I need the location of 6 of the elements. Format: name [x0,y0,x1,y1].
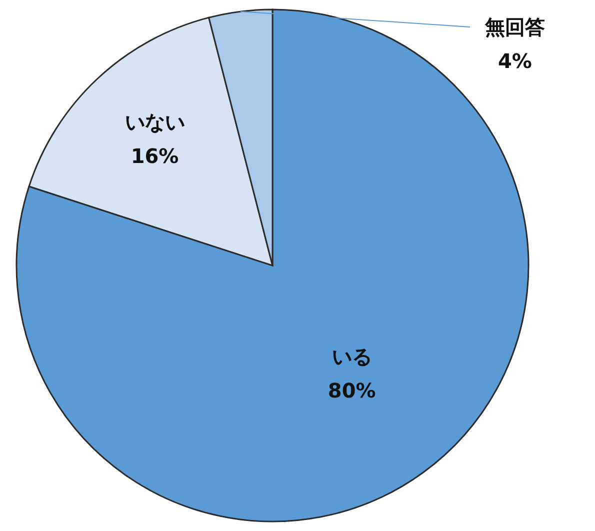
slice-label: 無回答 [484,15,545,39]
slice-label: いる [332,344,372,369]
data-label: 80% [328,378,376,403]
data-label: 16% [130,144,179,168]
data-label: 4% [498,49,532,73]
slice-label: いない [124,110,185,134]
